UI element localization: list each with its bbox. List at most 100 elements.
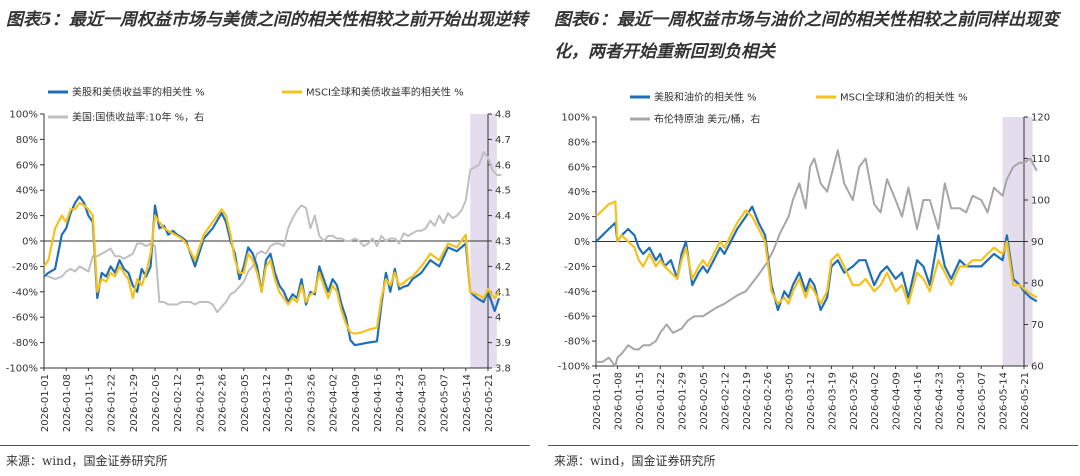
x-tick-label: 2026-04-30 xyxy=(417,374,428,432)
x-tick-label: 2026-04-16 xyxy=(913,372,924,430)
y-left-tick-label: 100% xyxy=(561,113,590,124)
y-right-tick-label: 4.2 xyxy=(495,262,511,273)
y-left-tick-label: -100% xyxy=(558,362,590,373)
x-tick-label: 2026-03-19 xyxy=(827,372,838,430)
legend-label: 美股和油价的相关性 % xyxy=(654,91,757,104)
series-line-2 xyxy=(596,149,1038,367)
x-tick-label: 2026-05-14 xyxy=(462,374,473,432)
x-tick-label: 2026-01-08 xyxy=(62,374,73,432)
legend-label: MSCI全球和油价的相关性 % xyxy=(840,91,968,104)
y-right-tick-label: 4 xyxy=(495,313,501,324)
x-tick-label: 2026-01-01 xyxy=(40,374,51,432)
y-left-tick-label: -80% xyxy=(12,338,38,349)
y-left-tick-label: 0% xyxy=(22,237,38,248)
divider-left xyxy=(0,445,530,446)
x-tick-label: 2026-03-05 xyxy=(785,372,796,430)
x-tick-label: 2026-02-05 xyxy=(699,372,710,430)
chart-panel-left: 图表5：最近一周权益市场与美债之间的相关性相较之前开始出现逆转 -100% -80… xyxy=(0,10,530,468)
y-right-tick-label: 4.3 xyxy=(495,237,511,248)
x-tick-label: 2026-01-15 xyxy=(84,374,95,432)
x-tick-label: 2026-03-26 xyxy=(306,374,317,432)
y-right-tick-label: 3.8 xyxy=(495,364,511,375)
x-tick-label: 2026-03-26 xyxy=(849,372,860,430)
x-tick-label: 2026-01-01 xyxy=(592,372,603,430)
x-tick-label: 2026-03-12 xyxy=(262,374,273,432)
chart-panel-right: 图表6：最近一周权益市场与油价之间的相关性相较之前同样出现变化，两者开始重新回到… xyxy=(548,0,1080,476)
x-tick-label: 2026-02-12 xyxy=(720,372,731,430)
y-right-tick-label: 4.8 xyxy=(495,110,511,121)
y-right-tick-label: 90 xyxy=(1031,237,1044,248)
series-line-2 xyxy=(43,151,502,314)
y-left-tick-label: 40% xyxy=(16,186,38,197)
x-tick-label: 2026-04-09 xyxy=(351,374,362,432)
y-right-tick-label: 4.1 xyxy=(495,287,511,298)
y-right-tick-label: 70 xyxy=(1031,320,1044,331)
series-line-1 xyxy=(43,201,501,335)
x-tick-label: 2026-02-19 xyxy=(742,372,753,430)
chart-left: -100% -80% -60% -40% -20% 0% 20% 40% 60% 80% 100% 3… xyxy=(6,86,511,433)
x-tick-label: 2026-04-23 xyxy=(395,374,406,432)
y-left-tick-label: -20% xyxy=(564,262,590,273)
chart-title-right: 图表6：最近一周权益市场与油价之间的相关性相较之前同样出现变化，两者开始重新回到… xyxy=(554,10,1059,62)
series-line-1 xyxy=(595,200,1038,305)
x-tick-label: 2026-05-07 xyxy=(440,374,451,432)
y-left-tick-label: 20% xyxy=(568,212,590,223)
y-left-tick-label: 60% xyxy=(16,160,38,171)
x-tick-label: 2026-04-30 xyxy=(956,372,967,430)
x-tick-label: 2026-02-12 xyxy=(173,374,184,432)
x-tick-label: 2026-02-26 xyxy=(763,372,774,430)
x-tick-label: 2026-05-21 xyxy=(484,374,495,432)
y-right-tick-label: 3.9 xyxy=(495,338,511,349)
x-tick-label: 2026-05-21 xyxy=(1020,372,1031,430)
x-tick-label: 2026-01-15 xyxy=(635,372,646,430)
y-right-tick-label: 4.4 xyxy=(495,211,511,222)
y-right-tick-label: 120 xyxy=(1031,113,1050,124)
y-right-tick-label: 100 xyxy=(1031,196,1050,207)
series-line-0 xyxy=(43,195,501,347)
y-left-tick-label: -60% xyxy=(12,313,38,324)
series-line-0 xyxy=(595,205,1038,312)
y-right-tick-label: 80 xyxy=(1031,279,1044,290)
legend-label: MSCI全球和美债收益率的相关性 % xyxy=(306,86,464,99)
x-tick-label: 2026-01-08 xyxy=(613,372,624,430)
chart-title-left: 图表5：最近一周权益市场与美债之间的相关性相较之前开始出现逆转 xyxy=(6,10,528,30)
x-tick-label: 2026-02-26 xyxy=(218,374,229,432)
legend-label: 美国:国债收益率:10年 %，右 xyxy=(72,111,204,124)
y-left-tick-label: -80% xyxy=(564,337,590,348)
x-tick-label: 2026-05-07 xyxy=(977,372,988,430)
y-left-tick-label: -60% xyxy=(564,312,590,323)
y-left-tick-label: -40% xyxy=(564,287,590,298)
source-note-right: 来源：wind，国金证券研究所 xyxy=(554,454,716,468)
divider-right xyxy=(548,445,1078,446)
y-left-tick-label: 80% xyxy=(568,137,590,148)
x-tick-label: 2026-01-29 xyxy=(129,374,140,432)
y-right-tick-label: 110 xyxy=(1031,154,1050,165)
x-tick-label: 2026-03-12 xyxy=(806,372,817,430)
x-tick-label: 2026-05-14 xyxy=(999,372,1010,430)
y-left-tick-label: 20% xyxy=(16,211,38,222)
y-left-tick-label: 0% xyxy=(574,237,590,248)
x-tick-label: 2026-02-19 xyxy=(195,374,206,432)
y-left-tick-label: -40% xyxy=(12,287,38,298)
y-right-tick-label: 4.7 xyxy=(495,135,511,146)
y-left-tick-label: 40% xyxy=(568,187,590,198)
source-note-left: 来源：wind，国金证券研究所 xyxy=(6,454,168,468)
legend-label: 美股和美债收益率的相关性 % xyxy=(72,86,205,99)
x-tick-label: 2026-03-05 xyxy=(240,374,251,432)
x-tick-label: 2026-04-16 xyxy=(373,374,384,432)
y-left-tick-label: 60% xyxy=(568,162,590,173)
x-tick-label: 2026-01-22 xyxy=(107,374,118,432)
y-left-tick-label: 80% xyxy=(16,135,38,146)
x-tick-label: 2026-04-02 xyxy=(329,374,340,432)
x-tick-label: 2026-04-23 xyxy=(934,372,945,430)
x-tick-label: 2026-01-29 xyxy=(678,372,689,430)
y-right-tick-label: 60 xyxy=(1031,362,1044,373)
x-tick-label: 2026-04-09 xyxy=(892,372,903,430)
y-right-tick-label: 4.5 xyxy=(495,186,511,197)
x-tick-label: 2026-02-05 xyxy=(151,374,162,432)
x-tick-label: 2026-01-22 xyxy=(656,372,667,430)
legend-label: 布伦特原油 美元/桶，右 xyxy=(654,113,761,126)
y-left-tick-label: -100% xyxy=(6,364,38,375)
y-left-tick-label: -20% xyxy=(12,262,38,273)
chart-right: -100% -80% -60% -40% -20% 0% 20% 40% 60% 80% 100% 6… xyxy=(558,91,1050,431)
